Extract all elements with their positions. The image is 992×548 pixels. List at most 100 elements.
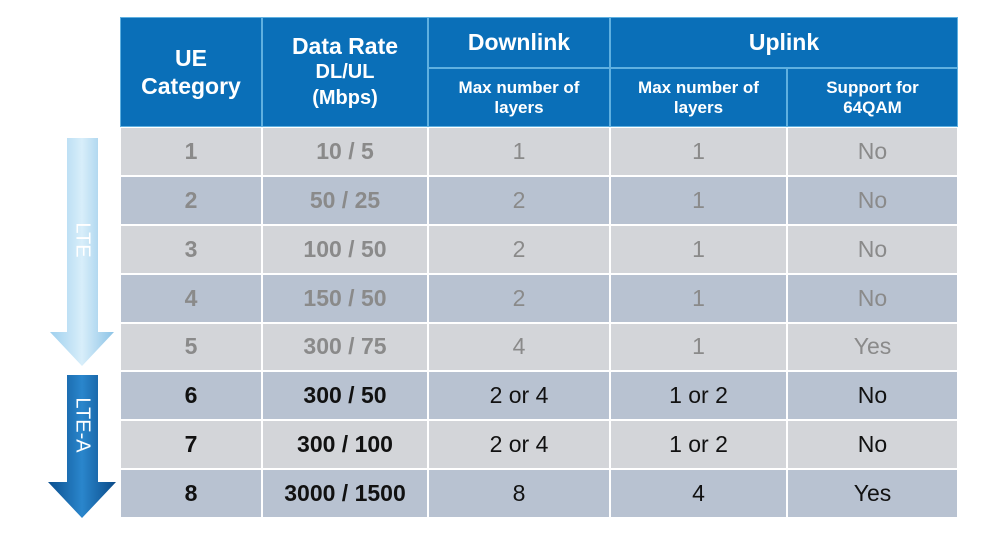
- cell-text: No: [857, 186, 888, 213]
- cell-text: 1 or 2: [669, 431, 728, 458]
- cell-text: Downlink: [467, 29, 571, 55]
- table-cell: 2: [428, 224, 610, 274]
- cell-text: 1: [692, 137, 705, 164]
- table-cell: 3: [120, 224, 262, 274]
- table-cell: No: [787, 127, 958, 176]
- table-cell: No: [787, 273, 958, 323]
- cell-text: Support for 64QAM: [826, 77, 919, 117]
- cell-text: 1: [184, 137, 198, 164]
- cell-text: 2 or 4: [489, 382, 549, 409]
- table-cell: 300 / 50: [262, 371, 428, 421]
- cell-text: 2: [184, 186, 198, 213]
- cell-text: 4: [184, 284, 198, 311]
- header-cell: Data Rate DL/UL (Mbps): [262, 17, 428, 127]
- header-cell: UE Category: [120, 17, 262, 127]
- cell-text: 1: [692, 235, 705, 262]
- cell-text: 300 / 50: [303, 382, 387, 409]
- lte-a-arrow: [48, 375, 116, 518]
- table-cell: 2: [120, 175, 262, 225]
- table-cell: 300 / 75: [262, 322, 428, 372]
- cell-text: 7: [184, 431, 198, 458]
- arrow-label: LTE-A: [72, 397, 94, 453]
- cell-text: 6: [184, 382, 198, 409]
- cell-text: 5: [184, 333, 198, 360]
- cell-text: Max number of layers: [458, 77, 580, 117]
- table-cell: 100 / 50: [262, 224, 428, 274]
- cell-text: No: [857, 284, 888, 311]
- table-cell: 2 or 4: [428, 371, 610, 421]
- header-cell: Max number of layers: [428, 68, 610, 127]
- cell-text: 150 / 50: [303, 284, 387, 311]
- table-cell: 1: [610, 127, 787, 176]
- cell-text: 2 or 4: [489, 431, 549, 458]
- cell-text: Yes: [853, 333, 892, 360]
- table-cell: Yes: [787, 322, 958, 372]
- cell-text: Max number of layers: [638, 77, 759, 117]
- cell-text: 1: [692, 333, 705, 360]
- cell-text: 100 / 50: [303, 235, 387, 262]
- header-cell: Uplink: [610, 17, 958, 68]
- lte-arrow: [50, 138, 114, 366]
- table-cell: 1: [610, 322, 787, 372]
- cell-text: 3000 / 1500: [284, 480, 406, 507]
- table-cell: 1: [428, 127, 610, 176]
- cell-text: 10 / 5: [316, 137, 374, 164]
- cell-text: No: [857, 235, 888, 262]
- table-cell: No: [787, 420, 958, 470]
- table-cell: 1: [610, 273, 787, 323]
- header-cell: Max number of layers: [610, 68, 787, 127]
- table-cell: 4: [428, 322, 610, 372]
- cell-text: 1: [512, 137, 526, 164]
- table-cell: 2: [428, 175, 610, 225]
- cell-text: Data Rate: [291, 33, 399, 59]
- arrows: LTE LTE-A: [48, 138, 116, 518]
- table-cell: 8: [120, 469, 262, 518]
- table-cell: 7: [120, 420, 262, 470]
- cell-text: 2: [512, 284, 526, 311]
- cell-text: No: [857, 431, 888, 458]
- table-cell: 1: [120, 127, 262, 176]
- table-cell: 1: [610, 224, 787, 274]
- arrow-label: LTE: [72, 222, 94, 257]
- table-cell: 2: [428, 273, 610, 323]
- cell-text: 1: [692, 186, 705, 213]
- table-cell: No: [787, 175, 958, 225]
- cell-text: 50 / 25: [309, 186, 381, 213]
- cell-text: Uplink: [748, 29, 820, 55]
- table-cell: 4: [120, 273, 262, 323]
- table-cell: 50 / 25: [262, 175, 428, 225]
- table-cell: 150 / 50: [262, 273, 428, 323]
- table-cell: 1: [610, 175, 787, 225]
- table-cell: Yes: [787, 469, 958, 518]
- table-cell: 300 / 100: [262, 420, 428, 470]
- cell-text: 1: [692, 284, 705, 311]
- cell-text: 4: [692, 480, 705, 507]
- cell-text: 8: [512, 480, 526, 507]
- table-cell: 3000 / 1500: [262, 469, 428, 518]
- header-cell: Support for 64QAM: [787, 68, 958, 127]
- table-cell: No: [787, 371, 958, 421]
- cell-text: Yes: [853, 480, 892, 507]
- table-cell: 8: [428, 469, 610, 518]
- table-cell: 1 or 2: [610, 420, 787, 470]
- table-cell: 2 or 4: [428, 420, 610, 470]
- table-cell: 5: [120, 322, 262, 372]
- cell-text: No: [857, 382, 888, 409]
- cell-text: UE Category: [141, 45, 241, 99]
- cell-text: 300 / 75: [303, 333, 387, 360]
- cell-text: 3: [184, 235, 198, 262]
- cell-text: No: [857, 137, 888, 164]
- cell-text: 300 / 100: [297, 431, 393, 458]
- header-cell: Downlink: [428, 17, 610, 68]
- table-cell: 1 or 2: [610, 371, 787, 421]
- table-cell: 10 / 5: [262, 127, 428, 176]
- table-cell: 4: [610, 469, 787, 518]
- cell-text: 1 or 2: [669, 382, 728, 409]
- cell-text: DL/UL (Mbps): [312, 61, 378, 109]
- cell-text: 4: [512, 333, 526, 360]
- cell-text: 2: [512, 186, 526, 213]
- cell-text: 2: [512, 235, 526, 262]
- table-cell: No: [787, 224, 958, 274]
- table-cell: 6: [120, 371, 262, 421]
